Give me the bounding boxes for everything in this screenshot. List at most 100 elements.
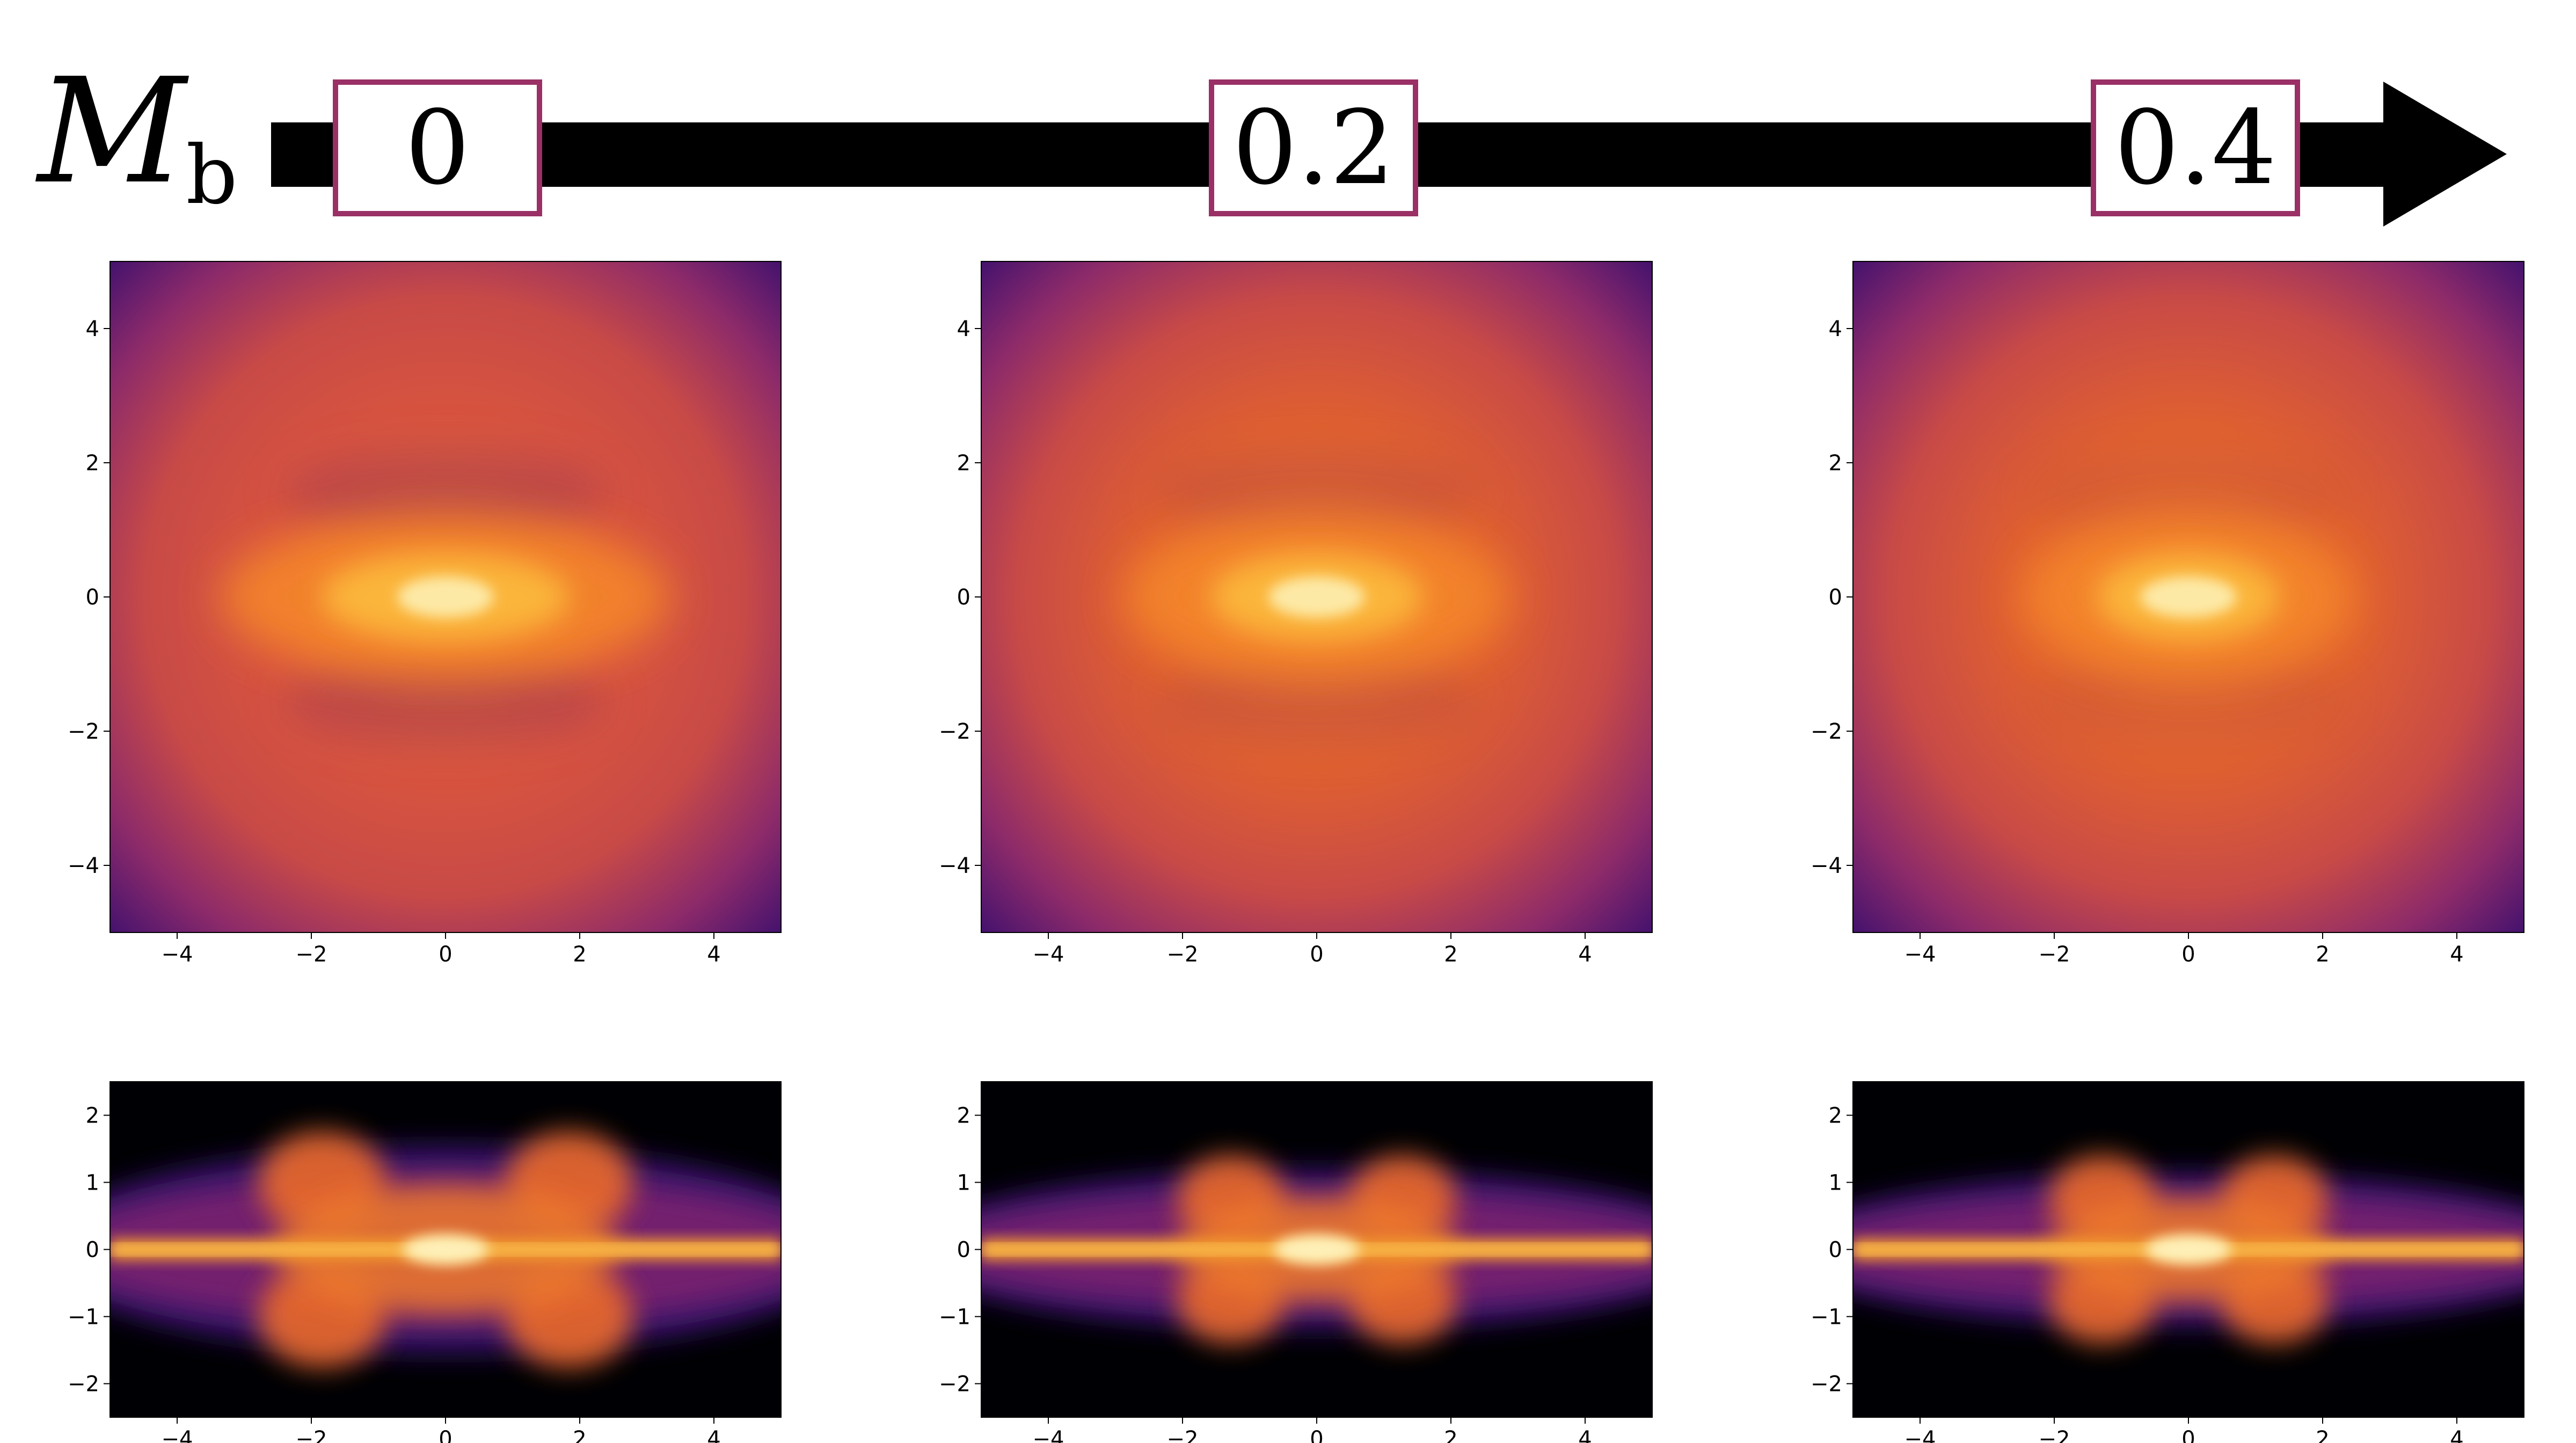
y-tick: 1 <box>86 1171 110 1196</box>
y-tick: 0 <box>1829 585 1853 610</box>
x-tick: −4 <box>1904 932 1936 967</box>
y-tick: −4 <box>939 854 981 878</box>
x-tick: 0 <box>1310 1417 1324 1443</box>
y-tick-label: −1 <box>939 1305 970 1330</box>
x-tick-label: −2 <box>2039 1427 2070 1443</box>
heatmap-image <box>981 261 1652 932</box>
y-tick: −4 <box>1811 854 1853 878</box>
x-tick-label: 4 <box>2450 1427 2463 1443</box>
y-tick-label: −4 <box>1811 854 1842 878</box>
x-tick-label: −4 <box>1904 942 1936 967</box>
x-tick-label: −4 <box>162 1427 193 1443</box>
x-tick: 2 <box>2316 1417 2330 1443</box>
heatmap-panel-edge-on-5: −4 −2 0 2 4 −2 −1 0 1 2 <box>1811 1081 2524 1443</box>
y-tick: −4 <box>68 854 110 878</box>
y-tick: −2 <box>939 1372 981 1397</box>
y-tick-label: 2 <box>1829 1104 1842 1128</box>
y-tick-label: 0 <box>1829 1238 1842 1263</box>
x-tick: 4 <box>1578 1417 1592 1443</box>
x-tick-label: 0 <box>1310 942 1323 967</box>
heatmap-image <box>110 261 781 932</box>
x-tick-label: 2 <box>1444 1427 1457 1443</box>
heatmap-image <box>981 1082 1652 1417</box>
x-tick-label: 0 <box>2181 942 2195 967</box>
y-tick-label: 1 <box>1829 1171 1842 1196</box>
y-tick-label: 1 <box>957 1171 970 1196</box>
x-tick: 0 <box>1310 932 1324 967</box>
y-tick: −2 <box>68 1372 110 1397</box>
y-tick-label: −2 <box>68 719 99 744</box>
x-tick-label: −2 <box>1167 942 1199 967</box>
heatmap-image <box>110 1082 781 1417</box>
x-tick-label: −2 <box>296 1427 327 1443</box>
y-tick: 0 <box>86 1238 110 1263</box>
mb-parameter-label: Mb <box>38 59 238 216</box>
x-tick-label: 0 <box>439 1427 452 1443</box>
x-tick-label: 4 <box>2450 942 2463 967</box>
heatmap-panel-face-on-0: −4 −2 0 2 4 −4 −2 0 2 4 <box>68 261 782 967</box>
y-tick-label: 0 <box>957 585 970 610</box>
x-tick-label: 4 <box>707 1427 720 1443</box>
y-tick-label: −1 <box>1811 1305 1842 1330</box>
x-tick: −4 <box>162 1417 193 1443</box>
y-tick-label: −2 <box>68 1372 99 1397</box>
heatmap-panel-edge-on-4: −4 −2 0 2 4 −2 −1 0 1 2 <box>939 1081 1653 1443</box>
y-tick-label: 1 <box>86 1171 99 1196</box>
mb-subscript: b <box>186 129 238 222</box>
y-tick: 0 <box>1829 1238 1853 1263</box>
x-tick: −2 <box>1167 932 1199 967</box>
mb-value-box-0.2: 0.2 <box>1209 79 1418 216</box>
y-tick-label: −2 <box>939 1372 970 1397</box>
y-tick: −2 <box>1811 1372 1853 1397</box>
x-tick: −4 <box>1033 1417 1064 1443</box>
heatmap-panel-face-on-1: −4 −2 0 2 4 −4 −2 0 2 4 <box>939 261 1653 967</box>
x-tick: 0 <box>439 932 453 967</box>
y-tick: 1 <box>957 1171 981 1196</box>
y-tick: −2 <box>68 719 110 744</box>
y-tick-label: −4 <box>68 854 99 878</box>
y-tick: 4 <box>1829 317 1853 341</box>
x-tick: 2 <box>573 1417 587 1443</box>
y-tick: 0 <box>957 1238 981 1263</box>
x-tick-label: 0 <box>439 942 452 967</box>
x-tick-label: 2 <box>2316 1427 2329 1443</box>
x-tick: −2 <box>296 1417 327 1443</box>
x-tick: −2 <box>2039 932 2070 967</box>
x-tick: −2 <box>2039 1417 2070 1443</box>
y-tick: 1 <box>1829 1171 1853 1196</box>
y-tick: 2 <box>86 451 110 476</box>
x-tick: 4 <box>2450 1417 2464 1443</box>
y-tick-label: −2 <box>1811 719 1842 744</box>
x-tick-label: −4 <box>162 942 193 967</box>
x-tick: −4 <box>1904 1417 1936 1443</box>
x-tick-label: 0 <box>1310 1427 1323 1443</box>
y-tick: 2 <box>957 1104 981 1128</box>
y-tick-label: 2 <box>86 451 99 476</box>
mb-symbol: M <box>38 47 186 216</box>
x-tick-label: 4 <box>707 942 720 967</box>
heatmap-image <box>1853 1082 2524 1417</box>
y-tick: 4 <box>86 317 110 341</box>
y-tick: 0 <box>86 585 110 610</box>
x-tick: 0 <box>2181 1417 2195 1443</box>
y-tick-label: 0 <box>957 1238 970 1263</box>
y-tick-label: 0 <box>1829 585 1842 610</box>
x-tick: 4 <box>2450 932 2464 967</box>
x-tick-label: −4 <box>1033 1427 1064 1443</box>
x-tick: 2 <box>1444 932 1458 967</box>
y-tick: −1 <box>939 1305 981 1330</box>
x-tick-label: 2 <box>573 942 586 967</box>
arrow-head-icon <box>2383 82 2507 227</box>
y-tick: −1 <box>68 1305 110 1330</box>
x-tick: −4 <box>162 932 193 967</box>
x-tick-label: −2 <box>2039 942 2070 967</box>
y-tick-label: 2 <box>957 451 970 476</box>
y-tick: 0 <box>957 585 981 610</box>
x-tick-label: 4 <box>1578 1427 1592 1443</box>
y-tick-label: −2 <box>939 719 970 744</box>
x-tick-label: −4 <box>1904 1427 1936 1443</box>
x-tick-label: −2 <box>1167 1427 1199 1443</box>
mb-value-box-0.4: 0.4 <box>2091 79 2300 216</box>
